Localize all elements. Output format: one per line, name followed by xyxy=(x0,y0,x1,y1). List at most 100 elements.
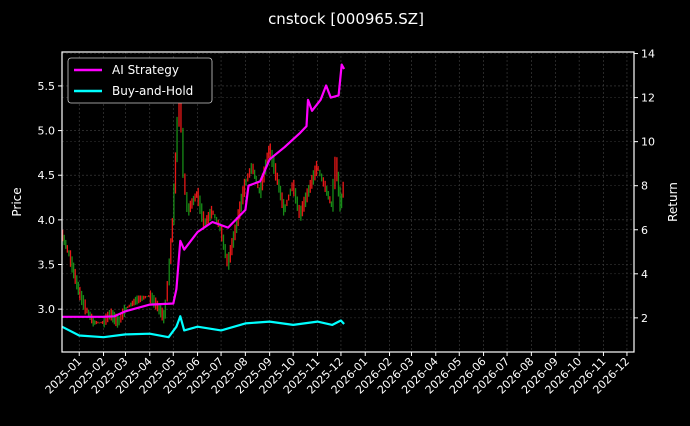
candle xyxy=(303,196,305,212)
candle xyxy=(128,304,130,308)
candle xyxy=(163,310,165,324)
candle xyxy=(197,187,199,207)
candle xyxy=(141,295,143,301)
candle xyxy=(317,166,319,171)
candle xyxy=(336,157,338,182)
candle xyxy=(253,169,256,179)
candle xyxy=(84,299,86,315)
candle xyxy=(210,205,213,219)
candle xyxy=(330,201,333,208)
y-axis-right: 2 4 6 8 10 12 14 xyxy=(634,48,655,325)
legend-label-bh: Buy-and-Hold xyxy=(112,84,193,98)
candle xyxy=(166,281,168,302)
candle xyxy=(221,225,223,242)
candle xyxy=(65,239,67,249)
candle xyxy=(136,295,138,305)
candle xyxy=(86,307,88,314)
candle xyxy=(191,198,193,209)
candle xyxy=(81,290,83,306)
candle xyxy=(247,173,249,182)
candle xyxy=(308,184,310,197)
legend-label-ai: AI Strategy xyxy=(112,63,179,77)
candle xyxy=(188,203,190,216)
candle xyxy=(229,244,231,263)
candle xyxy=(207,211,210,224)
candle xyxy=(113,311,116,325)
candle xyxy=(143,295,145,300)
candle xyxy=(139,295,142,303)
candle xyxy=(284,204,286,213)
candle xyxy=(222,234,225,250)
candle xyxy=(301,201,304,217)
return-lines xyxy=(61,63,346,339)
candle xyxy=(103,315,105,328)
candle xyxy=(94,320,96,325)
candle xyxy=(168,258,170,286)
series-line-ai xyxy=(62,63,346,318)
candle xyxy=(192,195,195,206)
candle xyxy=(206,215,208,226)
candle xyxy=(156,300,159,312)
candle xyxy=(101,321,104,324)
candle xyxy=(76,275,78,290)
candle xyxy=(312,170,315,185)
candle xyxy=(79,286,81,301)
candle xyxy=(189,200,192,213)
candle xyxy=(234,224,236,241)
candle xyxy=(235,217,238,234)
candle xyxy=(173,183,175,226)
candle xyxy=(184,173,186,195)
candle xyxy=(63,234,65,246)
price-candles xyxy=(62,80,344,328)
candle xyxy=(293,179,295,197)
candle xyxy=(186,192,188,212)
candle xyxy=(314,165,316,181)
candle xyxy=(212,210,214,215)
plot-frame xyxy=(61,51,635,353)
candle xyxy=(194,193,196,202)
candle xyxy=(92,315,94,327)
candle xyxy=(320,173,323,182)
candle xyxy=(120,312,122,323)
y-right-tick-label: 14 xyxy=(641,48,655,61)
candle xyxy=(258,187,260,194)
candle xyxy=(274,163,277,181)
candle xyxy=(226,253,228,267)
candle xyxy=(115,313,117,327)
chart-title: cnstock [000965.SZ] xyxy=(268,10,424,28)
candle xyxy=(82,295,85,310)
candle xyxy=(74,268,76,284)
y-left-tick-label: 4.5 xyxy=(38,169,56,182)
candle xyxy=(255,175,257,184)
candle xyxy=(286,199,288,207)
candle xyxy=(268,145,270,159)
candle xyxy=(326,185,328,196)
candle xyxy=(133,298,135,306)
candle xyxy=(324,180,326,192)
candle xyxy=(178,80,180,127)
candle xyxy=(339,186,341,212)
y-left-tick-label: 5.0 xyxy=(38,125,56,138)
candle xyxy=(240,193,242,212)
candle xyxy=(158,302,160,315)
candle xyxy=(300,205,302,221)
candle xyxy=(261,173,264,191)
candle xyxy=(250,163,252,174)
candle xyxy=(304,192,307,208)
candle xyxy=(125,306,127,311)
candle xyxy=(319,169,321,177)
y-right-tick-label: 4 xyxy=(641,268,648,281)
y-left-tick-label: 5.5 xyxy=(38,80,56,93)
candle xyxy=(176,116,178,163)
candle xyxy=(121,308,124,320)
candle xyxy=(281,192,283,209)
candle xyxy=(204,218,206,228)
candle xyxy=(337,171,340,197)
candle xyxy=(148,295,150,297)
candle xyxy=(71,256,73,273)
candle xyxy=(130,302,132,307)
legend-box xyxy=(67,57,213,104)
candle xyxy=(282,199,285,216)
candle xyxy=(127,306,129,309)
